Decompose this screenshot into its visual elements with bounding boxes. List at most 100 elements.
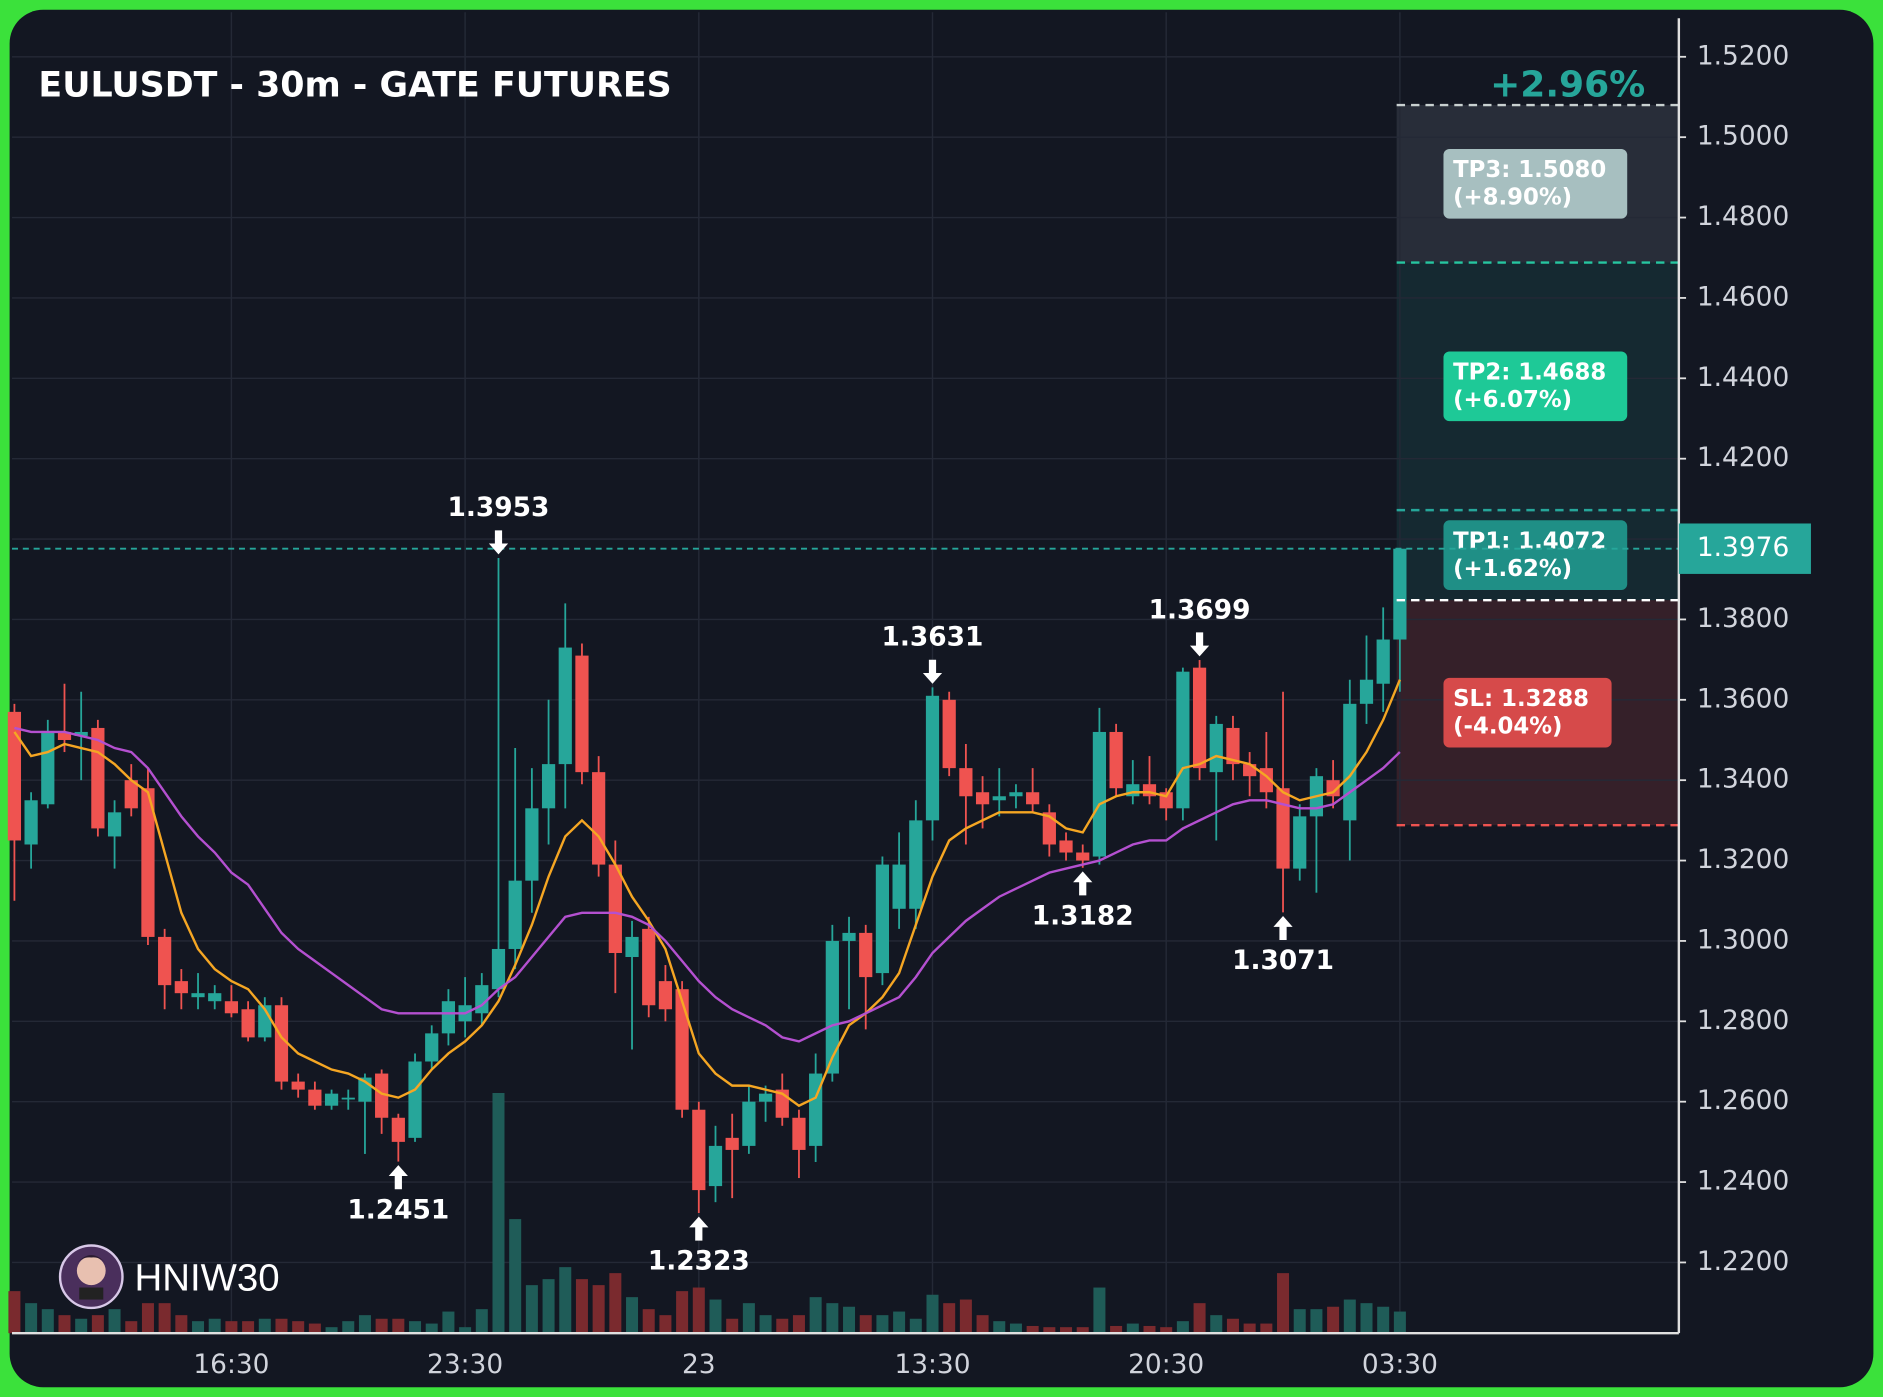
candle-body — [525, 808, 539, 881]
level-label-box — [1443, 677, 1612, 748]
annotation-arrow — [922, 659, 943, 684]
volume-bar — [325, 1327, 338, 1334]
volume-bar — [592, 1285, 605, 1334]
volume-bar — [75, 1318, 88, 1334]
volume-bar — [1110, 1325, 1123, 1334]
volume-bar — [559, 1267, 572, 1334]
candle-body — [1176, 671, 1190, 809]
candle-body — [992, 796, 1006, 801]
avatar-shirt — [79, 1287, 104, 1300]
candle-body — [141, 788, 155, 937]
x-tick-label: 23:30 — [427, 1349, 503, 1380]
candle-body — [241, 1009, 255, 1038]
candle-body — [291, 1081, 305, 1090]
candle-body — [959, 768, 973, 797]
avatar-hair — [74, 1255, 109, 1266]
y-tick-label: 1.4800 — [1697, 201, 1789, 232]
x-tick-label: 16:30 — [193, 1349, 269, 1380]
annotation-label: 1.3699 — [1149, 594, 1251, 625]
candle-body — [558, 647, 572, 765]
candle-body — [41, 731, 55, 805]
level-label: SL: 1.3288 — [1453, 686, 1589, 712]
candle-body — [1226, 727, 1240, 765]
level-change: (+1.62%) — [1453, 556, 1572, 582]
candle-body — [875, 864, 890, 974]
level-label-box — [1443, 351, 1628, 422]
annotation-label: 1.3182 — [1032, 901, 1134, 932]
volume-bar — [976, 1315, 989, 1334]
y-tick-label: 1.3600 — [1697, 683, 1789, 714]
volume-bar — [843, 1306, 856, 1334]
volume-bar — [91, 1315, 104, 1334]
volume-bar — [25, 1303, 38, 1334]
volume-bar — [1243, 1323, 1256, 1334]
volume-bar — [1360, 1303, 1373, 1334]
y-tick-label: 1.5200 — [1697, 40, 1789, 71]
candle-body — [1209, 723, 1223, 773]
candle-body — [842, 932, 856, 941]
candle-body — [592, 772, 606, 865]
volume-bar — [41, 1309, 54, 1334]
volume-bar — [926, 1294, 939, 1334]
level-label: TP3: 1.5080 — [1453, 157, 1606, 183]
volume-bar — [943, 1303, 956, 1334]
moving-average — [13, 679, 1401, 1108]
volume-bar — [108, 1309, 121, 1334]
volume-bar — [1076, 1327, 1089, 1334]
volume-bar — [1310, 1309, 1323, 1334]
y-tick-label: 1.2800 — [1697, 1005, 1789, 1036]
volume-bar — [192, 1321, 205, 1334]
candle-body — [24, 800, 38, 845]
volume-bar — [1260, 1323, 1273, 1334]
avatar-face — [76, 1256, 106, 1286]
candle-body — [758, 1093, 773, 1102]
volume-bar — [425, 1323, 438, 1334]
volume-bar — [859, 1315, 872, 1334]
volume-bar — [1226, 1318, 1239, 1334]
volume-bar — [525, 1285, 538, 1334]
volume-bar — [893, 1311, 906, 1334]
y-tick-label: 1.5000 — [1697, 121, 1789, 152]
volume-bar — [1193, 1303, 1206, 1334]
candle-body — [158, 936, 172, 986]
volume-bar — [809, 1297, 822, 1334]
volume-bar — [909, 1318, 922, 1334]
candle-body — [1026, 792, 1040, 805]
current-price-label: 1.3976 — [1697, 532, 1789, 563]
volume-bar — [1126, 1323, 1139, 1334]
volume-bar — [993, 1321, 1006, 1334]
candle-body — [1092, 731, 1107, 857]
candle-body — [925, 695, 940, 821]
watermark: HNIW30 — [58, 1244, 280, 1310]
volume-bar — [258, 1318, 271, 1334]
y-tick-label: 1.3800 — [1697, 603, 1789, 634]
volume-bar — [492, 1092, 505, 1334]
annotation-label: 1.3071 — [1232, 945, 1334, 976]
candle-body — [892, 864, 906, 909]
chart-title: EULUSDT - 30m - GATE FUTURES — [38, 66, 671, 106]
volume-bar — [392, 1318, 405, 1334]
candle-body — [909, 820, 923, 909]
candle-body — [208, 993, 222, 1002]
volume-bar — [459, 1327, 472, 1334]
annotation-label: 1.2323 — [648, 1246, 750, 1277]
volume-bar — [609, 1273, 622, 1334]
candle-body — [74, 731, 88, 736]
candle-body — [608, 864, 622, 953]
candle-body — [658, 981, 673, 1010]
candle-body — [825, 940, 839, 1074]
volume-bar — [776, 1318, 789, 1334]
candle-body — [692, 1109, 706, 1191]
candle-body — [107, 812, 122, 837]
candle-body — [1192, 667, 1207, 769]
y-tick-label: 1.2200 — [1697, 1246, 1789, 1277]
volume-bar — [1210, 1315, 1223, 1334]
annotation-arrow — [1073, 871, 1093, 896]
candle-body — [742, 1101, 756, 1146]
level-label-box — [1443, 148, 1628, 219]
current-price-tag — [1678, 523, 1811, 574]
volume-bar — [125, 1321, 138, 1334]
candle-body — [191, 993, 205, 998]
y-tick-label: 1.3400 — [1697, 764, 1789, 795]
